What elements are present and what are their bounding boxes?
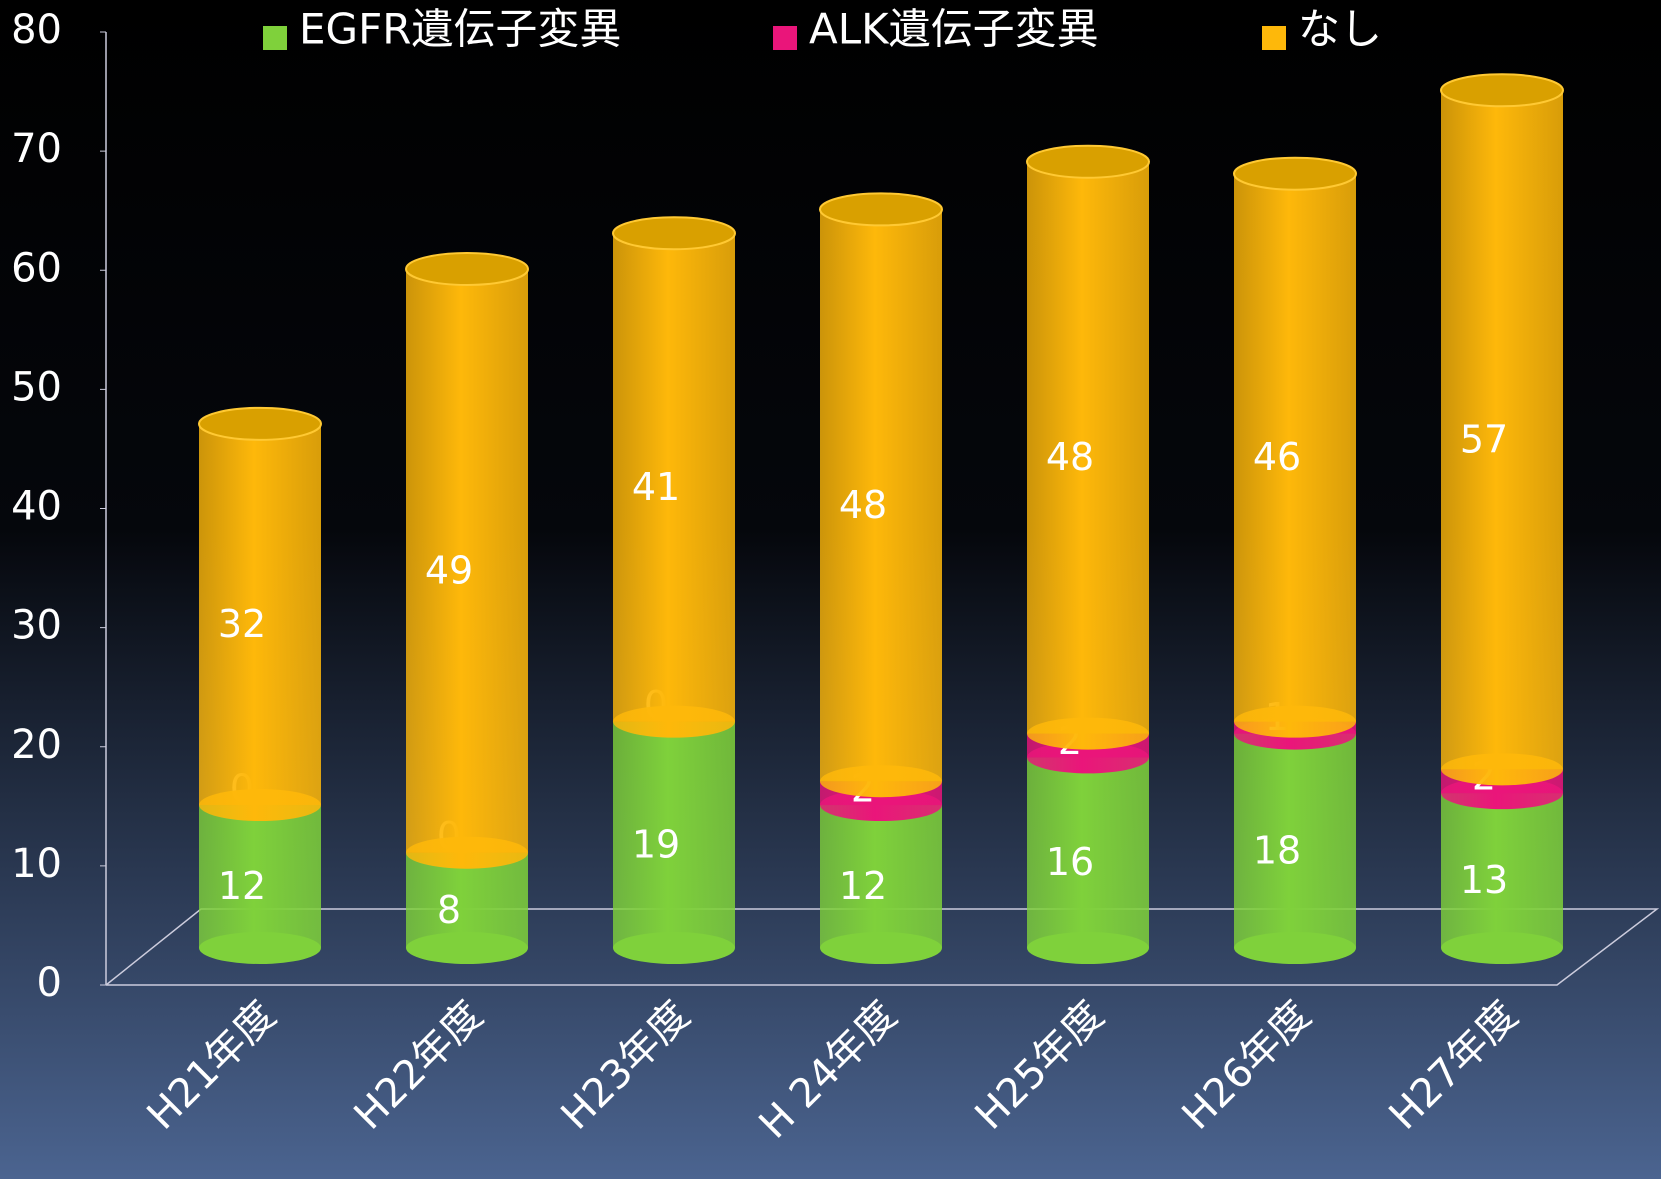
- legend-label: なし: [1298, 5, 1382, 54]
- bar-top: [198, 406, 322, 441]
- bar-segment: [613, 233, 735, 722]
- bar-top: [1026, 144, 1150, 179]
- legend-swatch: [263, 26, 287, 50]
- bar-top: [1440, 73, 1564, 108]
- bar-top: [819, 192, 943, 227]
- bar-segment: [820, 209, 942, 782]
- segment-edge: [1027, 717, 1149, 750]
- bar-segment: [613, 721, 735, 948]
- data-label: 19: [632, 822, 680, 866]
- data-label: 16: [1046, 840, 1094, 884]
- legend-swatch: [773, 26, 797, 50]
- data-label: 48: [839, 483, 887, 527]
- data-label: 12: [218, 864, 266, 908]
- bar-segment: [1441, 90, 1563, 770]
- bar-segment: [406, 268, 528, 853]
- legend-swatch: [1262, 26, 1286, 50]
- data-label: 8: [437, 888, 461, 932]
- data-label: 18: [1253, 828, 1301, 872]
- legend-label: ALK遺伝子変異: [809, 5, 1099, 54]
- data-label: 49: [425, 548, 473, 592]
- bar-top: [405, 251, 529, 286]
- segment-edge: [199, 789, 321, 822]
- bar-segment: [1441, 793, 1563, 948]
- segment-edge: [406, 836, 528, 869]
- bar-segment: [820, 805, 942, 948]
- data-label: 12: [839, 864, 887, 908]
- bar-segment: [199, 423, 321, 806]
- data-label: 48: [1046, 435, 1094, 479]
- bar-segment: [199, 805, 321, 948]
- y-tick-label: 10: [11, 841, 62, 887]
- data-label: 57: [1460, 417, 1508, 461]
- bar-segment: [1234, 173, 1356, 722]
- data-label: 46: [1253, 435, 1301, 479]
- segment-edge: [613, 705, 735, 738]
- y-tick-label: 70: [11, 126, 62, 172]
- data-label: 13: [1460, 858, 1508, 902]
- legend-label: EGFR遺伝子変異: [299, 5, 621, 54]
- y-tick-label: 20: [11, 722, 62, 768]
- bar-top: [612, 216, 736, 251]
- y-tick-label: 0: [37, 960, 62, 1006]
- segment-edge: [1234, 705, 1356, 738]
- segment-edge: [1441, 777, 1563, 810]
- data-label: 32: [218, 602, 266, 646]
- y-tick-label: 60: [11, 245, 62, 291]
- bar-top: [1233, 156, 1357, 191]
- segment-edge: [1441, 753, 1563, 786]
- segment-edge: [1027, 741, 1149, 774]
- y-tick-label: 80: [11, 7, 62, 53]
- data-label: 41: [632, 465, 680, 509]
- y-tick-label: 40: [11, 484, 62, 530]
- bar-segment: [1027, 757, 1149, 948]
- bar-segment: [1234, 733, 1356, 948]
- y-tick-label: 30: [11, 603, 62, 649]
- bar-segment: [1027, 161, 1149, 734]
- y-tick-label: 50: [11, 364, 62, 410]
- segment-edge: [820, 765, 942, 798]
- segment-edge: [820, 789, 942, 822]
